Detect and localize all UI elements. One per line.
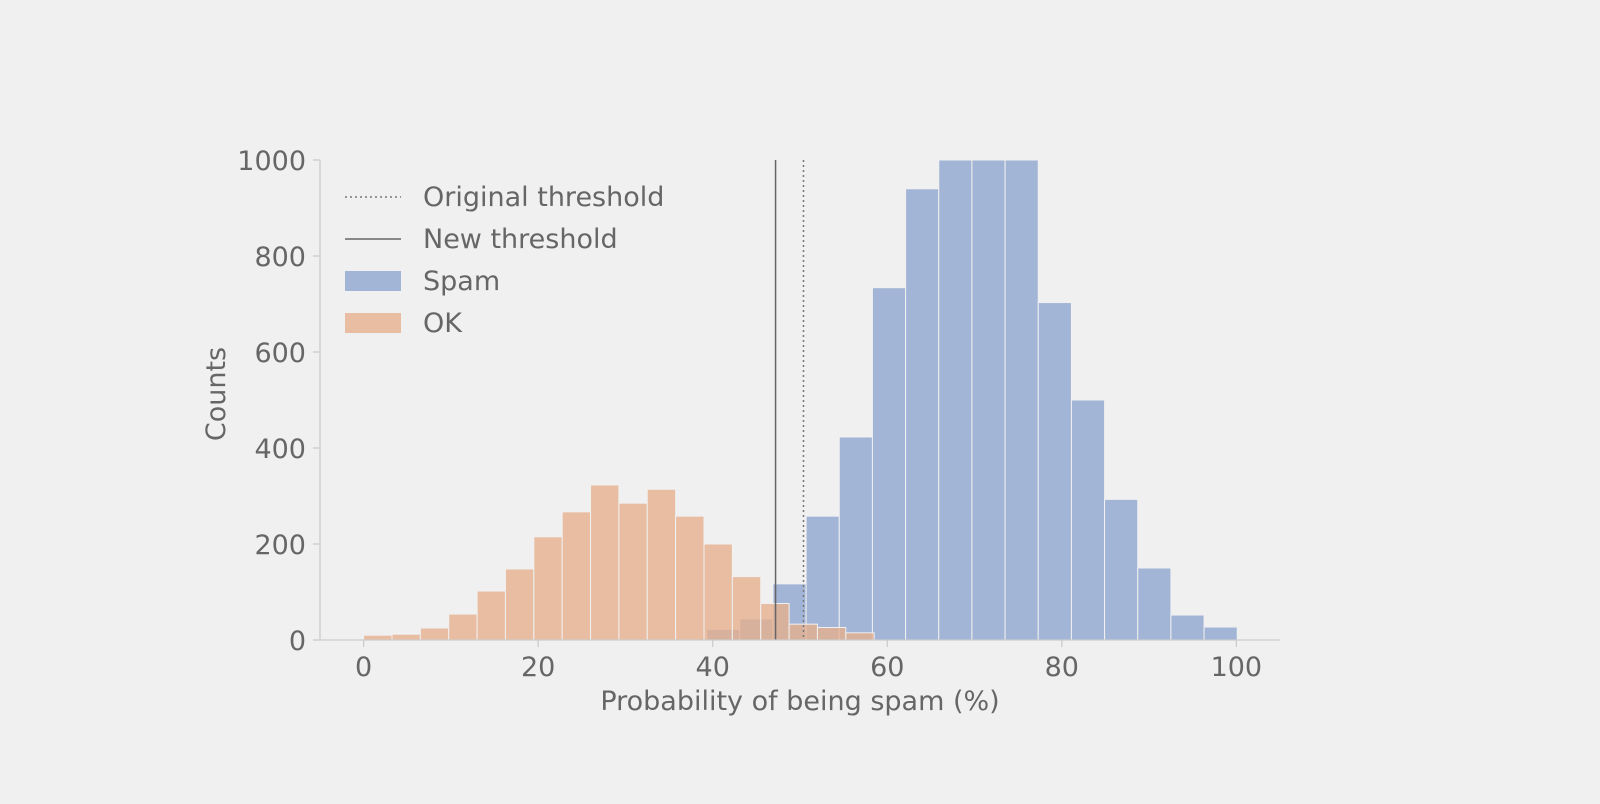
legend-ok-swatch — [345, 313, 401, 333]
y-axis-label: Counts — [201, 347, 232, 441]
x-axis-label: Probability of being spam (%) — [600, 686, 999, 717]
y-tick-label: 200 — [254, 530, 306, 561]
bar-ok-6 — [533, 536, 563, 641]
y-tick-label: 600 — [254, 338, 306, 369]
x-tick-label: 60 — [870, 652, 904, 683]
bar-ok-13 — [731, 576, 762, 641]
bar-ok-10 — [646, 488, 677, 641]
bar-spam-7 — [938, 159, 973, 641]
x-tick-label: 100 — [1211, 652, 1263, 683]
bar-spam-13 — [1137, 567, 1172, 641]
bar-ok-1 — [391, 633, 421, 641]
bar-ok-16 — [816, 627, 847, 641]
bar-ok-12 — [703, 543, 733, 641]
y-tick-label: 1000 — [237, 146, 306, 177]
bar-spam-5 — [871, 287, 907, 641]
x-ticks: 0 20 40 60 80 100 — [355, 640, 1262, 683]
legend-original-threshold-label: Original threshold — [423, 182, 664, 213]
bar-ok-3 — [448, 613, 478, 641]
bar-ok-5 — [504, 568, 535, 641]
legend-spam-label: Spam — [423, 266, 500, 297]
bar-ok-9 — [618, 502, 648, 641]
y-tick-label: 400 — [254, 434, 306, 465]
bar-spam-11 — [1070, 399, 1106, 641]
threshold-layer — [774, 160, 805, 640]
bar-spam-3 — [805, 515, 840, 641]
legend: Original threshold New threshold Spam OK — [345, 182, 664, 339]
x-tick-label: 0 — [355, 652, 372, 683]
legend-new-threshold-label: New threshold — [423, 224, 618, 255]
bar-spam-6 — [905, 188, 940, 641]
bar-ok-8 — [590, 484, 620, 641]
bar-spam-10 — [1037, 302, 1072, 641]
legend-spam-swatch — [345, 271, 401, 291]
x-tick-label: 20 — [521, 652, 555, 683]
legend-ok-label: OK — [423, 308, 463, 339]
bar-ok-0 — [363, 634, 393, 641]
bar-spam-8 — [971, 159, 1006, 641]
bar-ok-17 — [845, 632, 875, 641]
bar-spam-9 — [1004, 159, 1039, 641]
bar-spam-12 — [1104, 498, 1139, 641]
bar-ok-7 — [561, 511, 592, 641]
bar-spam-4 — [838, 436, 873, 641]
bar-spam-14 — [1170, 614, 1205, 641]
y-tick-label: 0 — [289, 626, 306, 657]
x-tick-label: 80 — [1045, 652, 1079, 683]
y-tick-label: 800 — [254, 242, 306, 273]
bar-ok-4 — [476, 590, 506, 641]
x-tick-label: 40 — [696, 652, 730, 683]
y-ticks: 0 200 400 600 800 1000 — [237, 146, 320, 657]
bar-spam-15 — [1203, 626, 1238, 641]
bar-ok-11 — [675, 515, 705, 641]
bar-ok-2 — [419, 627, 450, 641]
axes-layer: 0 20 40 60 80 100 0 200 400 600 800 1000 Probabili… — [201, 146, 1280, 717]
series-spam-bars — [706, 159, 1238, 641]
